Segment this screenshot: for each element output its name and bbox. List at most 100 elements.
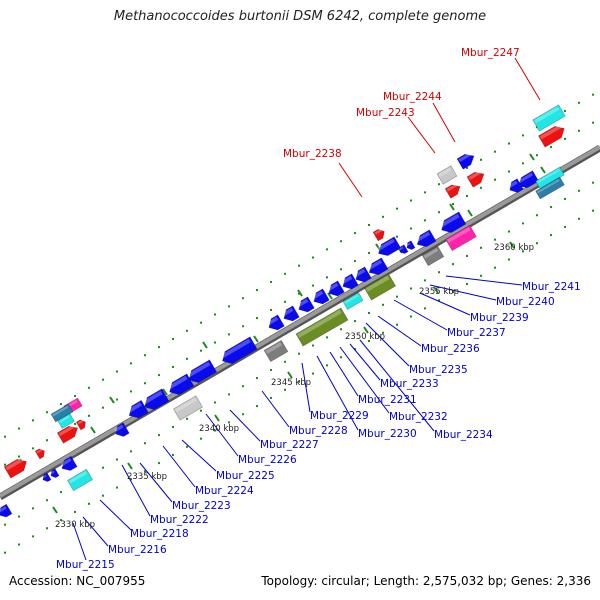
guide-dot xyxy=(214,313,216,316)
guide-tick xyxy=(287,371,293,379)
guide-dot xyxy=(508,230,510,233)
guide-dot xyxy=(340,328,342,331)
guide-dot xyxy=(130,478,132,481)
label-leader xyxy=(181,439,217,472)
guide-dot xyxy=(452,291,454,294)
scale-label: 2335 kbp xyxy=(127,472,167,482)
guide-tick xyxy=(433,286,439,294)
guide-dot xyxy=(18,455,20,458)
accession-text: Accession: NC_007955 xyxy=(9,574,146,588)
guide-dot xyxy=(564,137,566,140)
gene-feature xyxy=(127,400,149,419)
guide-dot xyxy=(452,263,454,266)
label-leader xyxy=(349,343,381,381)
guide-dot xyxy=(340,240,342,243)
guide-dot xyxy=(256,405,258,408)
gene-feature xyxy=(532,104,566,132)
guide-dot xyxy=(382,303,384,306)
guide-tick xyxy=(109,396,115,404)
guide-dot xyxy=(172,425,174,428)
label-leader xyxy=(72,522,87,561)
gene-feature xyxy=(367,257,389,275)
guide-dot xyxy=(592,121,594,124)
guide-dot xyxy=(522,162,524,165)
guide-dot xyxy=(200,437,202,440)
guide-dot xyxy=(550,234,552,237)
guide-dot xyxy=(102,466,104,469)
guide-dot xyxy=(102,406,104,409)
guide-dot xyxy=(298,264,300,267)
gene-feature xyxy=(456,152,475,170)
gene-feature xyxy=(538,124,565,148)
gene-label: Mbur_2224 xyxy=(195,485,254,497)
guide-dot xyxy=(466,254,468,257)
gene-label: Mbur_2225 xyxy=(216,470,275,482)
guide-dot xyxy=(508,258,510,261)
label-leader xyxy=(338,162,363,198)
gene-feature xyxy=(415,229,437,247)
gene-feature xyxy=(341,273,359,290)
guide-dot xyxy=(214,429,216,432)
guide-tick xyxy=(214,414,220,422)
guide-dot xyxy=(410,315,412,318)
label-leader xyxy=(82,516,109,547)
gene-label: Mbur_2228 xyxy=(289,425,348,437)
gene-feature xyxy=(516,170,540,189)
guide-dot xyxy=(410,227,412,230)
gene-feature xyxy=(508,178,524,193)
gene-feature xyxy=(282,305,300,322)
gene-feature xyxy=(444,183,461,199)
guide-dot xyxy=(130,362,132,365)
guide-dot xyxy=(480,186,482,189)
guide-dot xyxy=(508,170,510,173)
guide-dot xyxy=(578,101,580,104)
guide-dot xyxy=(354,232,356,235)
summary-text: Topology: circular; Length: 2,575,032 bp… xyxy=(261,574,591,588)
guide-dot xyxy=(4,523,6,526)
guide-dot xyxy=(480,158,482,161)
label-leader xyxy=(329,351,359,397)
map-title: Methanococcoides burtonii DSM 6242, comp… xyxy=(113,9,487,24)
gene-feature xyxy=(372,229,385,242)
gene-label: Mbur_2222 xyxy=(150,514,209,526)
label-leader xyxy=(162,445,196,488)
guide-dot xyxy=(214,341,216,344)
guide-dot xyxy=(242,297,244,300)
guide-tick xyxy=(202,341,208,349)
guide-dot xyxy=(340,268,342,271)
guide-dot xyxy=(284,300,286,303)
guide-dot xyxy=(536,154,538,157)
guide-dot xyxy=(32,419,34,422)
guide-dot xyxy=(144,354,146,357)
guide-tick xyxy=(90,426,96,434)
guide-dot xyxy=(438,183,440,186)
guide-dot xyxy=(18,543,20,546)
guide-dot xyxy=(74,422,76,425)
guide-dot xyxy=(494,238,496,241)
guide-dot xyxy=(312,256,314,259)
gene-label: Mbur_2234 xyxy=(434,429,493,441)
guide-dot xyxy=(270,368,272,371)
guide-dot xyxy=(46,439,48,442)
guide-dot xyxy=(102,378,104,381)
guide-dot xyxy=(32,507,34,510)
gene-feature xyxy=(466,170,485,188)
gene-feature xyxy=(376,236,402,256)
guide-dot xyxy=(326,276,328,279)
gene-feature xyxy=(57,413,75,429)
guide-dot xyxy=(452,203,454,206)
guide-dot xyxy=(186,445,188,448)
guide-dot xyxy=(116,458,118,461)
guide-dot xyxy=(144,382,146,385)
label-leader xyxy=(432,102,456,143)
guide-dot xyxy=(312,372,314,375)
genome-backbone xyxy=(0,144,600,501)
guide-dot xyxy=(144,442,146,445)
gene-label: Mbur_2235 xyxy=(409,364,468,376)
label-leader xyxy=(99,499,132,531)
gene-feature xyxy=(439,211,467,233)
gene-label: Mbur_2231 xyxy=(358,394,417,406)
guide-dot xyxy=(32,535,34,538)
scale-label: 2360 kbp xyxy=(494,243,534,253)
guide-dot xyxy=(172,365,174,368)
